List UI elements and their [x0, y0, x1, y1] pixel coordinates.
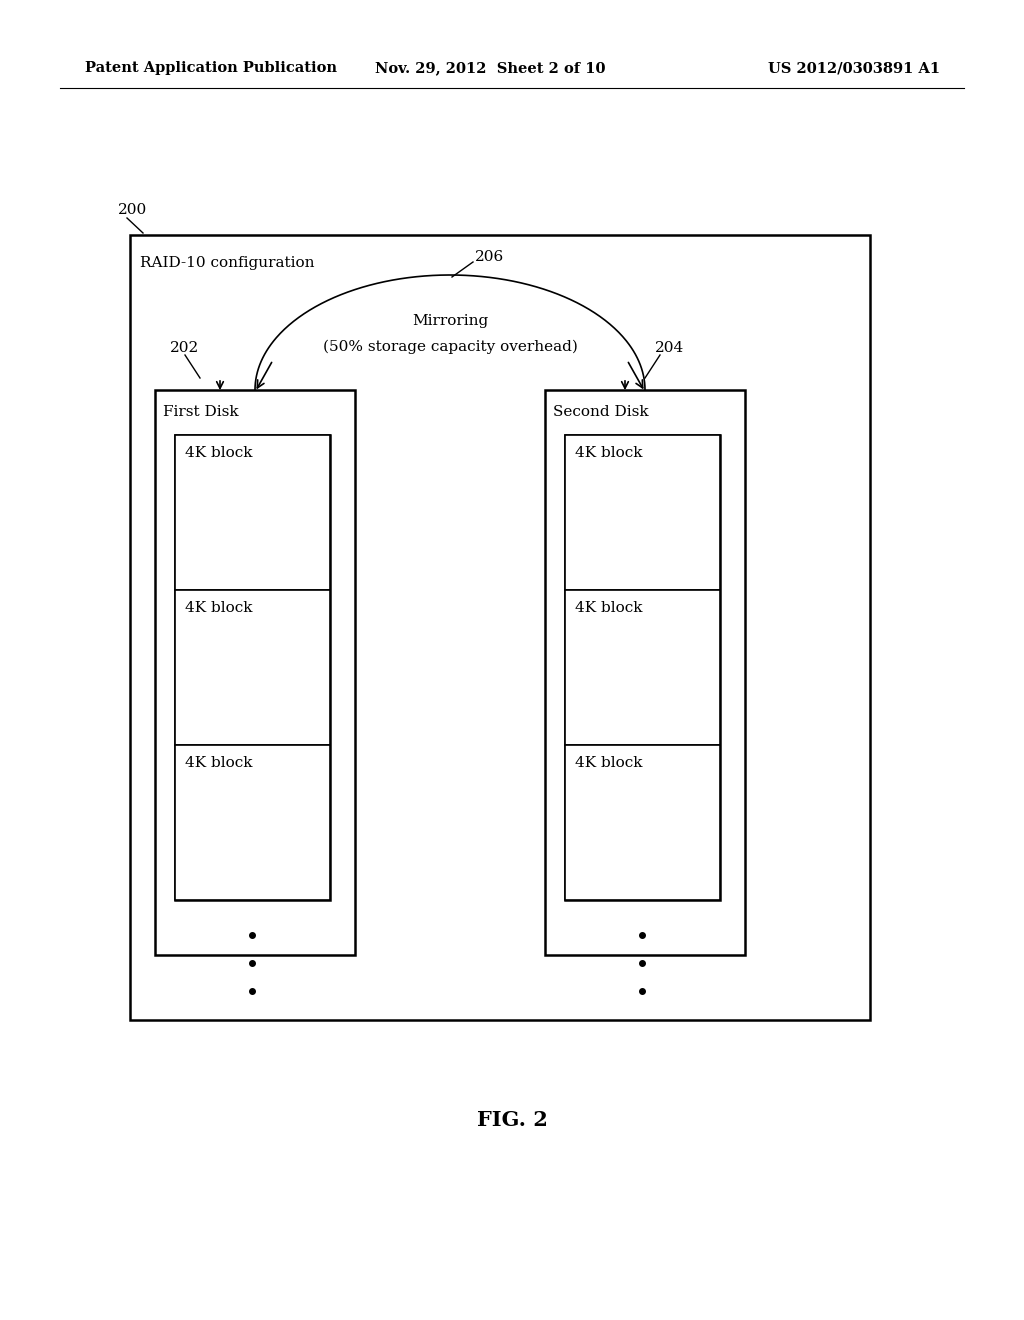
Text: 4K block: 4K block: [575, 446, 642, 459]
Text: US 2012/0303891 A1: US 2012/0303891 A1: [768, 61, 940, 75]
Text: 202: 202: [170, 341, 200, 355]
Text: 200: 200: [118, 203, 147, 216]
Text: RAID-10 configuration: RAID-10 configuration: [140, 256, 314, 271]
Bar: [130, 235, 870, 1020]
Text: 4K block: 4K block: [185, 446, 253, 459]
Text: Patent Application Publication: Patent Application Publication: [85, 61, 337, 75]
Bar: [545, 389, 745, 954]
Bar: [175, 590, 330, 744]
Text: FIG. 2: FIG. 2: [476, 1110, 548, 1130]
Bar: [175, 436, 330, 900]
Bar: [565, 744, 720, 900]
Text: 204: 204: [655, 341, 684, 355]
Text: Nov. 29, 2012  Sheet 2 of 10: Nov. 29, 2012 Sheet 2 of 10: [375, 61, 605, 75]
Text: 4K block: 4K block: [575, 601, 642, 615]
Text: 206: 206: [475, 249, 504, 264]
Bar: [175, 744, 330, 900]
Text: 4K block: 4K block: [575, 756, 642, 770]
Text: 4K block: 4K block: [185, 756, 253, 770]
Bar: [175, 436, 330, 590]
Text: 4K block: 4K block: [185, 601, 253, 615]
Bar: [565, 590, 720, 744]
Bar: [155, 389, 355, 954]
Text: First Disk: First Disk: [163, 405, 239, 418]
Bar: [565, 436, 720, 590]
Text: Second Disk: Second Disk: [553, 405, 648, 418]
Text: (50% storage capacity overhead): (50% storage capacity overhead): [323, 339, 578, 354]
Bar: [565, 436, 720, 900]
Text: Mirroring: Mirroring: [412, 314, 488, 327]
